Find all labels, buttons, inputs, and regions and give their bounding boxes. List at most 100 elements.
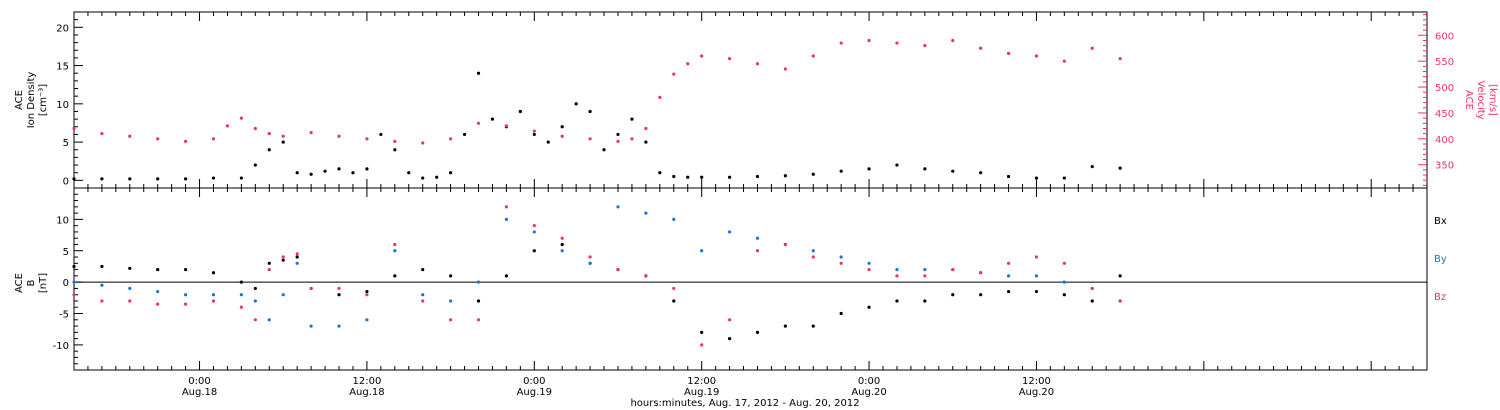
data-point-bz xyxy=(337,286,341,291)
data-point-ion-density xyxy=(211,176,216,180)
data-point-by xyxy=(281,293,285,297)
data-point-bx xyxy=(727,337,732,341)
data-point-bx xyxy=(239,280,243,284)
x-tick-sublabel: Aug.20 xyxy=(1019,387,1054,398)
data-point-bx xyxy=(951,293,955,297)
data-point-ion-density xyxy=(755,174,760,179)
data-point-by xyxy=(1062,280,1066,284)
data-point-bz xyxy=(156,302,160,306)
data-point-by xyxy=(365,318,369,322)
data-point-velocity xyxy=(616,139,620,144)
data-point-ion-density xyxy=(100,177,104,181)
data-point-by xyxy=(421,293,425,297)
data-point-by xyxy=(1034,274,1039,278)
data-point-ion-density xyxy=(1118,166,1122,170)
data-point-bz xyxy=(1062,261,1066,265)
data-point-ion-density xyxy=(700,175,704,179)
data-point-ion-density xyxy=(337,167,341,171)
data-point-ion-density xyxy=(379,132,383,137)
data-point-velocity xyxy=(532,129,536,133)
tick-label: 5 xyxy=(63,138,69,149)
x-tick-sublabel: Aug.18 xyxy=(182,387,217,398)
data-point-bx xyxy=(700,330,704,334)
data-point-ion-density xyxy=(979,171,983,175)
data-point-velocity xyxy=(449,137,453,141)
tick-label: 15 xyxy=(56,62,69,73)
data-point-bz xyxy=(811,255,815,259)
x-tick-label: 12:00 xyxy=(687,376,716,387)
data-point-bz xyxy=(281,255,285,259)
data-point-by xyxy=(211,293,216,297)
data-point-by xyxy=(867,261,871,265)
tick-label: 10 xyxy=(56,215,69,226)
data-point-ion-density xyxy=(839,169,843,173)
data-point-by xyxy=(895,267,899,272)
data-point-bx xyxy=(923,299,927,303)
density-axis-label-line-3: [cm⁻³] xyxy=(38,84,49,116)
data-point-ion-density xyxy=(532,132,536,137)
data-point-ion-density xyxy=(518,109,522,114)
data-point-bx xyxy=(365,289,369,294)
data-point-by xyxy=(309,324,313,328)
data-point-by xyxy=(811,249,815,253)
data-point-by xyxy=(1006,274,1011,278)
data-point-ion-density xyxy=(560,125,564,129)
data-point-bz xyxy=(616,267,620,272)
data-point-by xyxy=(532,230,536,234)
data-point-bx xyxy=(1062,293,1066,297)
data-point-bx xyxy=(156,267,160,272)
data-point-by xyxy=(755,236,760,240)
data-point-velocity xyxy=(211,137,216,141)
data-point-ion-density xyxy=(630,117,634,121)
data-point-bz xyxy=(755,249,760,253)
velocity-axis-ticks: 350 400 450 500 550 600 xyxy=(1418,14,1454,186)
data-point-ion-density xyxy=(267,148,271,152)
data-point-bz xyxy=(923,274,927,278)
data-point-ion-density xyxy=(295,171,299,175)
tick-label: 400 xyxy=(1435,135,1454,146)
data-point-bz xyxy=(672,286,676,291)
x-axis-title: hours:minutes, Aug. 17, 2012 - Aug. 20, … xyxy=(630,398,859,409)
data-point-ion-density xyxy=(783,174,787,178)
data-point-bx xyxy=(211,271,216,275)
data-point-ion-density xyxy=(1062,176,1066,180)
data-point-ion-density xyxy=(239,176,243,180)
data-point-bx xyxy=(532,249,536,253)
data-point-velocity xyxy=(183,139,188,144)
data-point-ion-density xyxy=(323,169,327,173)
data-point-velocity xyxy=(128,134,132,138)
data-point-velocity xyxy=(895,41,899,45)
data-point-ion-density xyxy=(1034,176,1039,180)
data-point-by xyxy=(644,211,648,215)
data-point-ion-density xyxy=(867,167,871,171)
data-point-velocity xyxy=(755,62,760,66)
data-point-ion-density xyxy=(253,163,257,167)
tick-label: -5 xyxy=(59,310,69,321)
x-tick-label: 0:00 xyxy=(188,376,210,387)
data-point-bz xyxy=(1090,286,1094,291)
data-point-bx xyxy=(267,261,271,265)
tick-label: 0 xyxy=(63,176,69,187)
data-point-velocity xyxy=(1090,46,1094,50)
density-axis-label-line-2: Ion Density xyxy=(26,72,37,129)
data-point-ion-density xyxy=(72,177,76,181)
data-point-by xyxy=(700,249,704,253)
data-point-velocity xyxy=(727,56,732,61)
data-point-by xyxy=(588,261,592,265)
data-point-by xyxy=(839,255,843,259)
data-point-bz xyxy=(393,242,397,247)
data-point-ion-density xyxy=(644,140,648,144)
x-tick-label: 0:00 xyxy=(523,376,545,387)
legend-bz: Bz xyxy=(1434,292,1446,303)
data-point-velocity xyxy=(239,116,243,120)
legend-by: By xyxy=(1434,254,1447,265)
velocity-axis-label-line-2: Velocity xyxy=(1475,80,1486,119)
bottom-panel-frame xyxy=(73,187,1428,371)
data-point-bx xyxy=(421,267,425,272)
data-point-ion-density xyxy=(686,175,690,179)
data-point-ion-density xyxy=(574,102,578,106)
data-point-bx xyxy=(72,264,76,269)
data-point-bz xyxy=(128,299,132,303)
tick-label: 550 xyxy=(1435,57,1454,68)
data-point-bx xyxy=(183,267,188,272)
